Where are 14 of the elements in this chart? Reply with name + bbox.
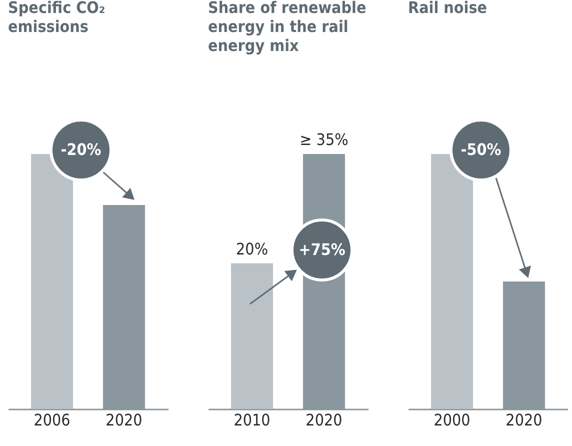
chart-title: Share of renewable energy in the rail energy mix bbox=[208, 0, 366, 55]
annotation: -20% bbox=[60, 140, 102, 159]
data-label: ≥ 35% bbox=[300, 130, 348, 149]
annotation: -50% bbox=[460, 140, 502, 159]
x-tick-label: 2020 bbox=[506, 410, 542, 430]
chart-title: Rail noise bbox=[408, 0, 488, 17]
chart-title: Specific CO₂ emissions bbox=[8, 0, 106, 36]
x-tick-label: 2010 bbox=[234, 410, 270, 430]
annotation: +75% bbox=[298, 240, 346, 259]
data-label: 20% bbox=[236, 239, 268, 258]
x-tick-label: 2020 bbox=[306, 410, 342, 430]
x-tick-label: 2000 bbox=[434, 410, 470, 430]
x-tick-label: 2006 bbox=[34, 410, 70, 430]
x-tick-label: 2020 bbox=[106, 410, 142, 430]
